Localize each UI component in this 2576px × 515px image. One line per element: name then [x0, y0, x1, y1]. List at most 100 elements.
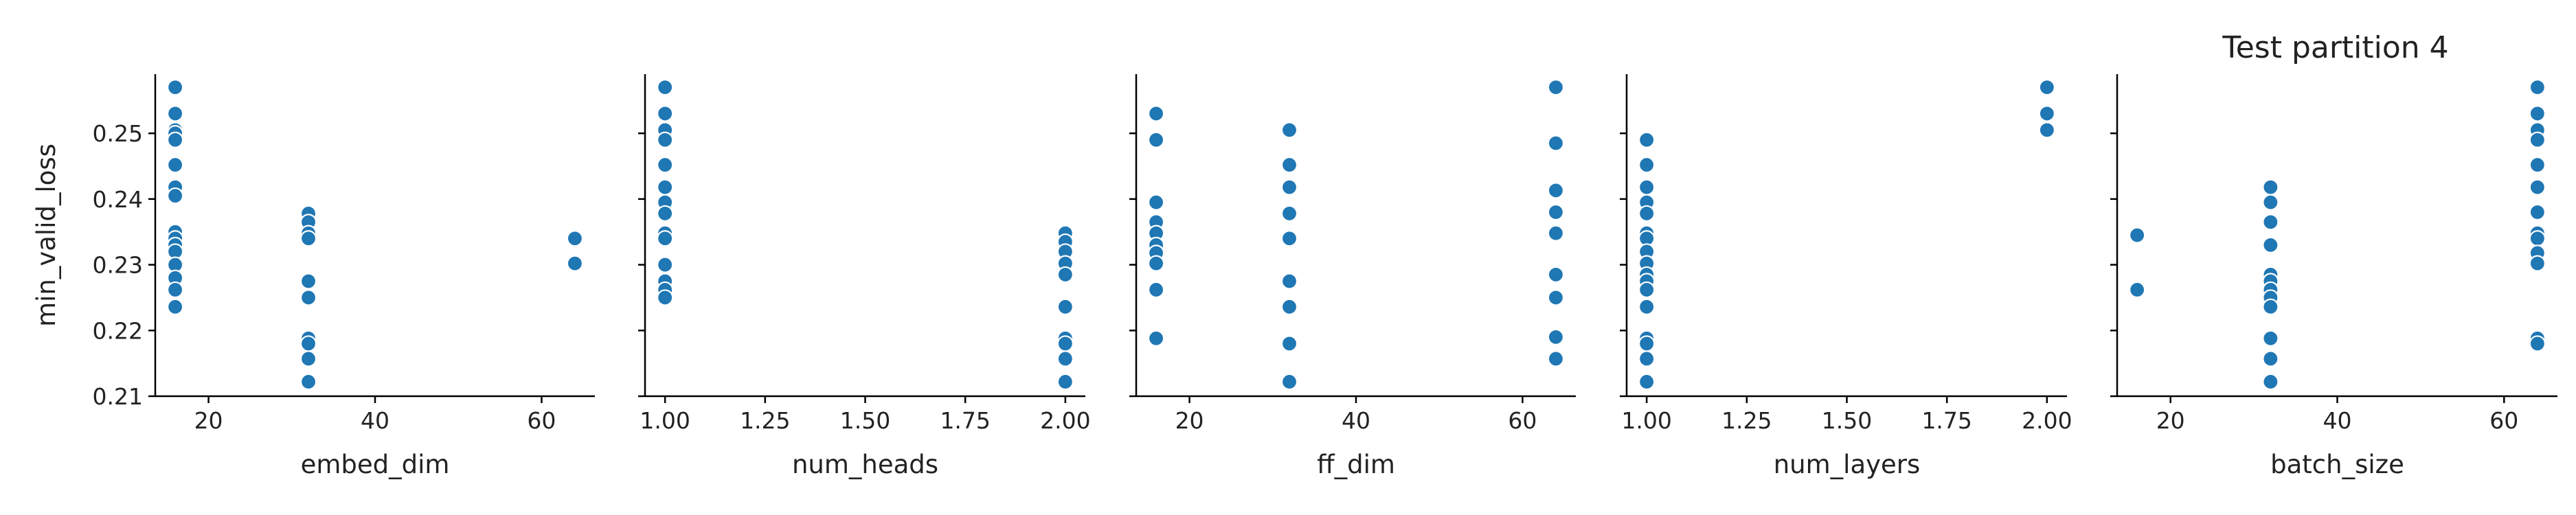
data-point [1147, 330, 1165, 347]
panel-num_layers: 1.00 1.25 1.50 1.75 2.00 num_layers [1620, 74, 2072, 479]
x-tick-label: 1.75 [1921, 407, 1971, 434]
data-point [2529, 203, 2546, 221]
data-point [1280, 273, 1298, 290]
data-point [1280, 179, 1298, 196]
data-point [1547, 350, 1565, 367]
data-point [2529, 105, 2546, 122]
data-point [2529, 335, 2546, 352]
panel-embed_dim: 0.21 0.22 0.23 0.24 0.25 20 40 60 embed_dim [93, 74, 595, 479]
x-tick-label: 40 [1342, 407, 1370, 434]
data-point [300, 230, 317, 247]
x-axis-label: batch_size [2270, 450, 2404, 479]
data-point [1147, 255, 1165, 272]
x-tick-label: 60 [527, 407, 556, 434]
data-point [2529, 79, 2546, 96]
data-point [1547, 203, 1565, 221]
x-tick-label: 1.00 [640, 407, 690, 434]
data-point [1547, 225, 1565, 242]
data-point [1057, 266, 1074, 284]
data-point [1638, 373, 1656, 391]
panel-num_heads: 1.00 1.25 1.50 1.75 2.00 num_heads [638, 74, 1091, 479]
panels-group: 0.21 0.22 0.23 0.24 0.25 20 40 60 embed_dim 1.00 1… [32, 74, 2557, 479]
chart-title: Test partition 4 [2222, 30, 2448, 65]
data-point [2129, 281, 2146, 299]
data-point [2262, 350, 2279, 367]
data-point [1057, 373, 1074, 391]
x-axis-label: embed_dim [301, 450, 450, 479]
x-tick-label: 1.25 [1721, 407, 1772, 434]
data-point [2262, 298, 2279, 315]
data-point [2129, 227, 2146, 244]
y-tick-label: 0.21 [93, 383, 143, 410]
data-point [2529, 156, 2546, 174]
data-point [1638, 281, 1656, 299]
data-point [1280, 122, 1298, 139]
data-point [1147, 105, 1165, 122]
data-point [1280, 230, 1298, 247]
data-point [1547, 289, 1565, 306]
data-point [166, 105, 184, 122]
x-tick-label: 40 [2323, 407, 2352, 434]
data-point [300, 289, 317, 306]
data-point [1638, 179, 1656, 196]
data-point [566, 255, 584, 272]
panel-ff_dim: 20 40 60 ff_dim [1129, 74, 1576, 479]
data-point [2262, 194, 2279, 211]
x-tick-label: 1.00 [1621, 407, 1671, 434]
data-point [1638, 350, 1656, 367]
x-tick-label: 1.25 [740, 407, 790, 434]
data-point [166, 156, 184, 174]
data-point [300, 273, 317, 290]
y-tick-label: 0.23 [93, 252, 143, 279]
data-point [2262, 330, 2279, 347]
data-point [1057, 298, 1074, 315]
data-point [1547, 79, 1565, 96]
data-point [2038, 122, 2055, 139]
x-tick-label: 2.00 [1040, 407, 1090, 434]
data-point [1547, 266, 1565, 284]
y-tick-label: 0.22 [93, 317, 143, 344]
x-tick-label: 60 [2489, 407, 2518, 434]
data-point [1638, 156, 1656, 174]
data-point [300, 373, 317, 391]
data-point [2262, 373, 2279, 391]
data-point [2529, 255, 2546, 272]
data-point [2529, 179, 2546, 196]
data-point [1057, 350, 1074, 367]
x-axis-label: ff_dim [1317, 450, 1395, 479]
data-point [2262, 214, 2279, 231]
data-point [657, 156, 674, 174]
data-point [657, 256, 674, 273]
data-point [1547, 182, 1565, 199]
y-axis-label: min_valid_loss [32, 144, 61, 327]
y-tick-label: 0.25 [93, 120, 143, 147]
data-point [1280, 205, 1298, 222]
data-point [1280, 298, 1298, 315]
data-point [657, 79, 674, 96]
data-point [657, 105, 674, 122]
y-tick-label: 0.24 [93, 186, 143, 213]
data-point [566, 230, 584, 247]
x-tick-label: 20 [194, 407, 223, 434]
x-tick-label: 60 [1508, 407, 1537, 434]
data-point [657, 230, 674, 247]
data-point [166, 79, 184, 96]
data-point [166, 187, 184, 205]
data-point [657, 205, 674, 222]
x-tick-label: 1.50 [1822, 407, 1872, 434]
data-point [2529, 131, 2546, 148]
data-point [166, 131, 184, 148]
data-point [300, 335, 317, 352]
x-tick-label: 2.00 [2022, 407, 2072, 434]
data-point [1638, 335, 1656, 352]
data-point [1638, 298, 1656, 315]
data-point [1547, 328, 1565, 345]
x-axis-label: num_heads [792, 450, 938, 479]
data-point [1147, 194, 1165, 211]
data-point [657, 179, 674, 196]
data-point [2529, 230, 2546, 247]
data-point [2038, 105, 2055, 122]
data-point [1280, 156, 1298, 174]
data-point [2038, 79, 2055, 96]
